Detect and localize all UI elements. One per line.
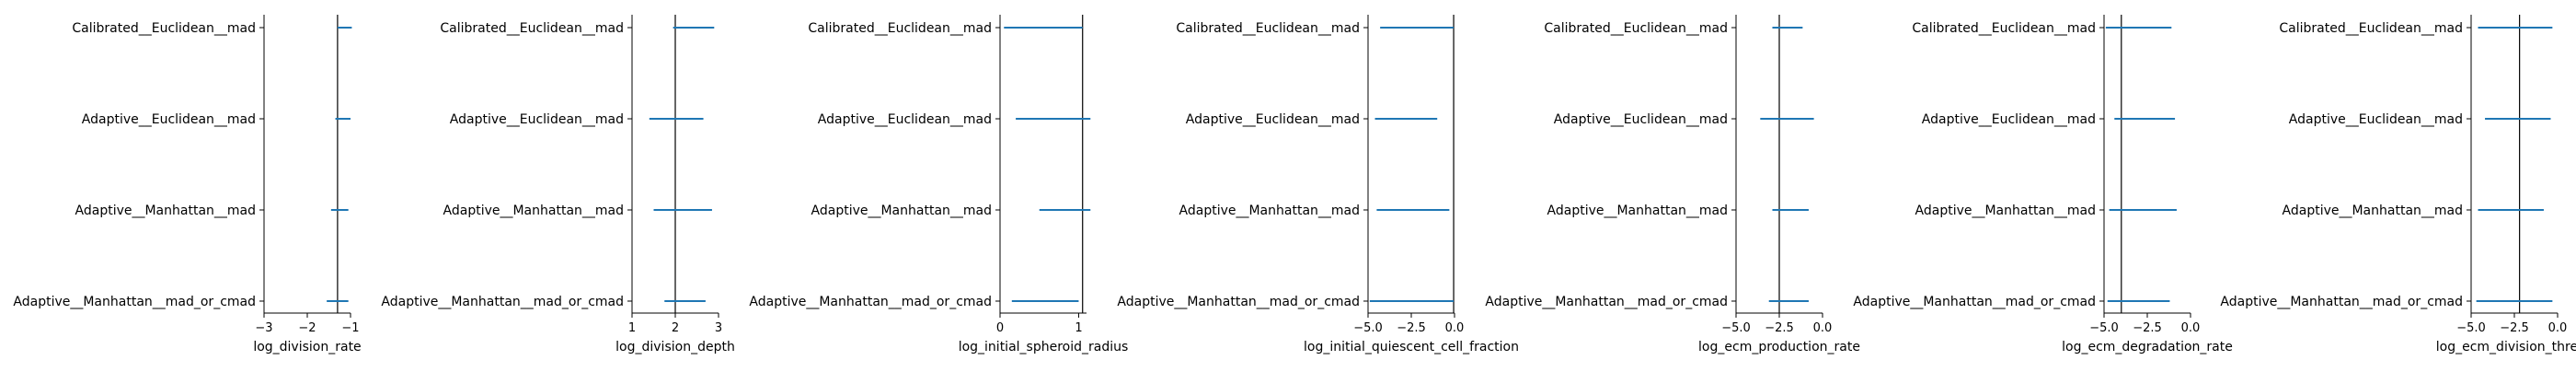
y-tick-label: Adaptive__Manhattan__mad_or_cmad (381, 295, 624, 309)
x-tick-label: −5.0 (1721, 321, 1751, 335)
y-tick-label: Adaptive__Euclidean__mad (1922, 112, 2096, 127)
x-tick-label: −3 (255, 321, 272, 335)
y-tick-label: Calibrated__Euclidean__mad (1544, 21, 1728, 36)
y-tick-label: Adaptive__Euclidean__mad (450, 112, 624, 127)
x-tick-label: 0.0 (1813, 321, 1833, 335)
y-tick-label: Adaptive__Manhattan__mad_or_cmad (13, 295, 256, 309)
x-tick-label: −1 (341, 321, 359, 335)
x-tick-label: −2.5 (1765, 321, 1794, 335)
y-tick-label: Adaptive__Euclidean__mad (2289, 112, 2463, 127)
y-tick-label: Adaptive__Euclidean__mad (1186, 112, 1360, 127)
x-tick-label: 1 (628, 321, 636, 335)
x-tick-label: −5.0 (1353, 321, 1383, 335)
y-tick-label: Adaptive__Manhattan__mad_or_cmad (1853, 295, 2096, 309)
y-tick-label: Adaptive__Manhattan__mad (1179, 203, 1360, 218)
x-tick-label: 1 (1075, 321, 1082, 335)
y-tick-label: Calibrated__Euclidean__mad (440, 21, 624, 36)
y-tick-label: Adaptive__Manhattan__mad_or_cmad (749, 295, 992, 309)
y-tick-label: Calibrated__Euclidean__mad (72, 21, 256, 36)
y-tick-label: Calibrated__Euclidean__mad (808, 21, 992, 36)
x-tick-label: −5.0 (2456, 321, 2486, 335)
x-axis-label: log_division_rate (253, 340, 361, 355)
x-tick-label: −5.0 (2089, 321, 2119, 335)
x-axis-label: log_ecm_degradation_rate (2062, 340, 2233, 355)
y-tick-label: Adaptive__Manhattan__mad_or_cmad (2220, 295, 2463, 309)
y-tick-label: Adaptive__Manhattan__mad (2283, 203, 2463, 218)
x-tick-label: 0 (996, 321, 1004, 335)
y-tick-label: Calibrated__Euclidean__mad (1912, 21, 2096, 36)
y-tick-label: Adaptive__Euclidean__mad (82, 112, 256, 127)
x-tick-label: −2 (298, 321, 316, 335)
x-tick-label: −2.5 (2133, 321, 2162, 335)
y-tick-label: Adaptive__Manhattan__mad (1547, 203, 1728, 218)
y-tick-label: Adaptive__Manhattan__mad (1915, 203, 2096, 218)
y-tick-label: Adaptive__Manhattan__mad (443, 203, 624, 218)
x-tick-label: 0.0 (1445, 321, 1465, 335)
y-tick-label: Adaptive__Euclidean__mad (1554, 112, 1728, 127)
x-tick-label: −2.5 (2500, 321, 2529, 335)
x-axis-label: log_division_depth (615, 340, 735, 355)
y-tick-label: Adaptive__Manhattan__mad (75, 203, 256, 218)
x-tick-label: 0.0 (2181, 321, 2201, 335)
y-tick-label: Calibrated__Euclidean__mad (2279, 21, 2463, 36)
x-axis-label: log_ecm_production_rate (1698, 340, 1860, 355)
x-tick-label: 0.0 (2548, 321, 2568, 335)
x-tick-label: 3 (715, 321, 722, 335)
x-axis-label: log_initial_spheroid_radius (959, 340, 1129, 355)
y-tick-label: Calibrated__Euclidean__mad (1176, 21, 1360, 36)
x-axis-label: log_ecm_division_thresh (2436, 340, 2576, 355)
y-tick-label: Adaptive__Manhattan__mad_or_cmad (1117, 295, 1360, 309)
y-tick-label: Adaptive__Euclidean__mad (818, 112, 992, 127)
y-tick-label: Adaptive__Manhattan__mad (811, 203, 992, 218)
x-axis-label: log_initial_quiescent_cell_fraction (1304, 340, 1519, 355)
y-tick-label: Adaptive__Manhattan__mad_or_cmad (1485, 295, 1728, 309)
x-tick-label: 2 (672, 321, 679, 335)
x-tick-label: −2.5 (1397, 321, 1426, 335)
